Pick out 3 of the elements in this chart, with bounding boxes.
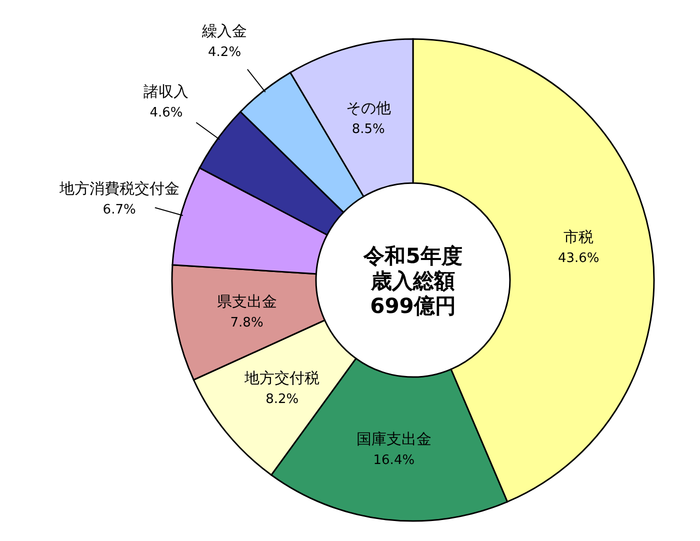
annotation: 699億円 xyxy=(370,294,456,318)
annotation: 令和5年度 xyxy=(364,244,462,268)
annotation: 歳入総額 xyxy=(371,269,455,293)
